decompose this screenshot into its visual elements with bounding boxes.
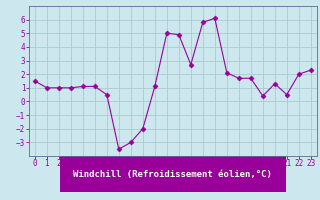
X-axis label: Windchill (Refroidissement éolien,°C): Windchill (Refroidissement éolien,°C) (73, 170, 272, 179)
